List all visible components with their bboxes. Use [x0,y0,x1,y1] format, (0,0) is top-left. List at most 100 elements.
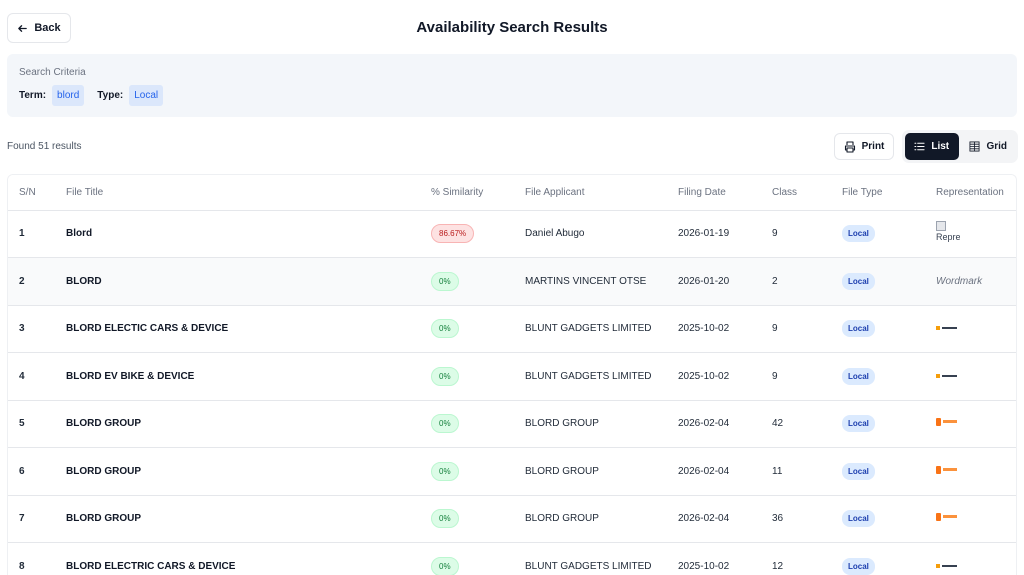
col-header-filing-date[interactable]: Filing Date [678,175,772,211]
list-icon [914,142,925,151]
cell-filing-date: 2026-02-04 [678,447,772,496]
cell-representation: Repre [936,210,1016,258]
file-type-badge: Local [842,320,875,338]
cell-similarity: 0% [431,495,525,543]
cell-applicant: BLUNT GADGETS LIMITED [525,542,678,575]
cell-sn: 6 [8,447,66,496]
cell-file-type: Local [842,542,936,575]
cell-similarity: 86.67% [431,210,525,258]
results-table: S/N File Title % Similarity File Applica… [7,174,1017,575]
representation-wordmark: Wordmark [936,275,983,287]
cell-class: 2 [772,257,842,306]
cell-similarity: 0% [431,447,525,496]
cell-applicant: Daniel Abugo [525,210,678,258]
table-row[interactable]: 5 BLORD GROUP 0% BLORD GROUP 2026-02-04 42 Loc… [8,400,1016,448]
cell-filing-date: 2026-01-19 [678,210,772,258]
cell-applicant: BLORD GROUP [525,447,678,496]
representation-logo [936,465,958,474]
col-header-file-applicant[interactable]: File Applicant [525,175,678,211]
cell-similarity: 0% [431,542,525,575]
cell-file-type: Local [842,257,936,306]
cell-representation [936,352,1016,401]
cell-sn: 4 [8,352,66,401]
type-chip: Local [129,85,164,106]
similarity-badge: 0% [431,461,459,481]
similarity-badge: 0% [431,509,459,529]
cell-applicant: BLUNT GADGETS LIMITED [525,352,678,401]
representation-image-broken: Repre [936,221,960,243]
cell-file-title: BLORD GROUP [66,447,431,496]
cell-file-type: Local [842,400,936,448]
grid-icon [969,141,980,152]
representation-logo [936,513,958,522]
cell-file-type: Local [842,210,936,258]
cell-applicant: BLUNT GADGETS LIMITED [525,305,678,353]
similarity-badge: 0% [431,556,459,575]
cell-class: 9 [772,305,842,353]
cell-sn: 1 [8,210,66,258]
table-row[interactable]: 7 BLORD GROUP 0% BLORD GROUP 2026-02-04 36 Loc… [8,495,1016,543]
col-header-file-title[interactable]: File Title [66,175,431,211]
table-row[interactable]: 4 BLORD EV BIKE & DEVICE 0% BLUNT GADGETS L… [8,352,1016,401]
col-header-sn[interactable]: S/N [8,175,66,211]
page-title: Availability Search Results [416,19,608,36]
file-type-badge: Local [842,272,875,290]
cell-sn: 8 [8,542,66,575]
cell-file-title: BLORD [66,257,431,306]
grid-view-label: Grid [986,141,1008,152]
cell-representation [936,495,1016,543]
table-row[interactable]: 2 BLORD 0% MARTINS VINCENT OTSE 2026-01-20 2 L… [8,257,1016,306]
cell-applicant: MARTINS VINCENT OTSE [525,257,678,306]
list-view-label: List [931,141,950,152]
cell-sn: 2 [8,257,66,306]
table-row[interactable]: 8 BLORD ELECTRIC CARS & DEVICE 0% BLUNT GAD… [8,542,1016,575]
cell-sn: 3 [8,305,66,353]
table-row[interactable]: 1 Blord 86.67% Daniel Abugo 2026-01-19 9 Local… [8,210,1016,258]
print-button[interactable]: Print [834,133,894,160]
grid-view-button[interactable]: Grid [962,133,1016,160]
col-header-representation[interactable]: Representation [936,175,1016,211]
cell-representation [936,542,1016,575]
results-count: Found 51 results [7,141,82,152]
cell-file-title: Blord [66,210,431,258]
file-type-badge: Local [842,367,875,385]
col-header-file-type[interactable]: File Type [842,175,936,211]
cell-file-type: Local [842,305,936,353]
col-header-class[interactable]: Class [772,175,842,211]
cell-filing-date: 2025-10-02 [678,542,772,575]
representation-logo [936,373,958,379]
cell-file-title: BLORD ELECTIC CARS & DEVICE [66,305,431,353]
term-key: Term: [19,90,47,101]
cell-filing-date: 2026-02-04 [678,400,772,448]
list-view-button[interactable]: List [905,133,959,160]
table-row[interactable]: 3 BLORD ELECTIC CARS & DEVICE 0% BLUNT GADG… [8,305,1016,353]
back-button[interactable]: Back [7,13,71,43]
cell-representation [936,305,1016,353]
file-type-badge: Local [842,415,875,433]
table-row[interactable]: 6 BLORD GROUP 0% BLORD GROUP 2026-02-04 11 Loc… [8,447,1016,496]
table-header-row: S/N File Title % Similarity File Applica… [8,175,1016,211]
printer-icon [844,140,855,153]
col-header-similarity[interactable]: % Similarity [431,175,525,211]
cell-similarity: 0% [431,400,525,448]
representation-logo [936,418,958,427]
cell-sn: 7 [8,495,66,543]
back-label: Back [34,22,61,34]
cell-file-title: BLORD EV BIKE & DEVICE [66,352,431,401]
cell-filing-date: 2025-10-02 [678,305,772,353]
similarity-badge: 0% [431,366,459,386]
cell-file-title: BLORD ELECTRIC CARS & DEVICE [66,542,431,575]
cell-class: 12 [772,542,842,575]
file-type-badge: Local [842,557,875,575]
cell-filing-date: 2025-10-02 [678,352,772,401]
cell-representation: Wordmark [936,257,1016,306]
representation-logo [936,325,958,331]
similarity-badge: 86.67% [431,224,475,244]
cell-similarity: 0% [431,352,525,401]
view-toggle: List Grid [902,130,1018,163]
cell-applicant: BLORD GROUP [525,400,678,448]
cell-similarity: 0% [431,257,525,306]
arrow-left-icon [18,24,28,32]
type-key: Type: [97,90,124,101]
cell-file-type: Local [842,495,936,543]
